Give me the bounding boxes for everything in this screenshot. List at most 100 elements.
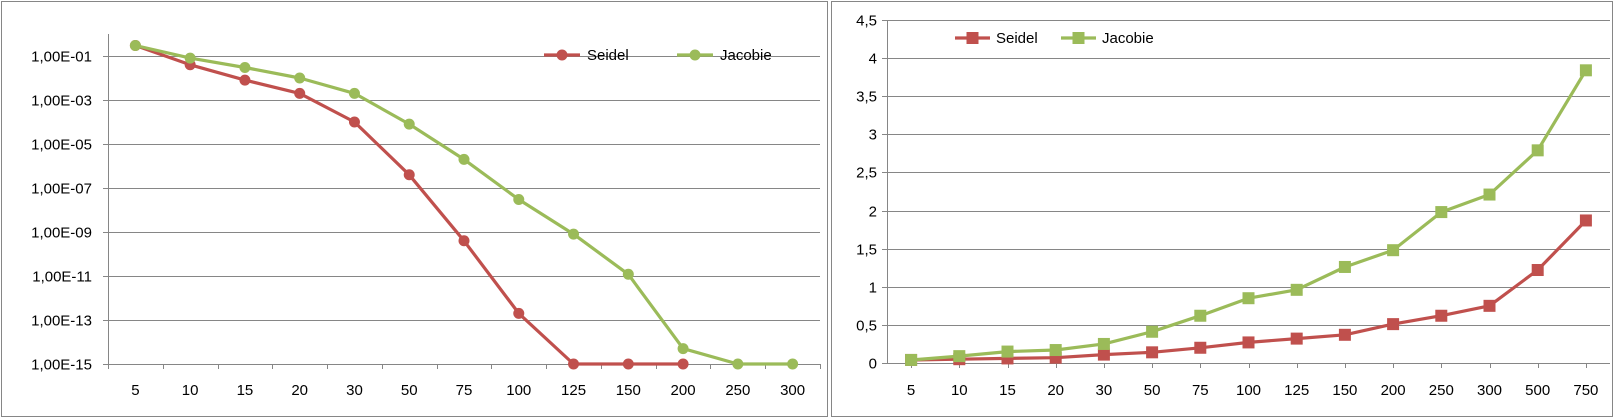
x-tick-label: 200 [671,382,696,399]
x-tick-label: 50 [1144,382,1161,399]
data-point [1531,144,1544,157]
data-point [568,358,580,370]
data-point [1483,299,1496,312]
data-point [1579,64,1592,77]
data-point [1290,332,1303,345]
legend: Seidel Jacobie [955,30,1154,47]
data-point [1531,264,1544,277]
data-point [1049,344,1062,357]
data-point [1097,348,1110,361]
legend: Seidel Jacobie [544,47,772,64]
y-tick-label: 2,5 [856,165,877,182]
data-point [1483,188,1496,201]
chart-2: 0 0,5 1 1,5 2 2,5 3 3,5 4 4,5 5 10 15 20 30 50 75 100 125 1… [831,1,1613,417]
data-point [677,343,689,355]
data-point [294,72,306,84]
y-tick-label: 1,00E-09 [31,225,92,242]
y-tick-label: 1,00E-03 [31,93,92,110]
chart-area [831,1,1613,417]
data-point [1001,345,1014,358]
x-tick-label: 200 [1381,382,1406,399]
x-axis-labels: 5 10 15 20 30 50 75 100 125 150 200 250 300 500 750 [907,363,1598,399]
y-tick-label: 3 [869,127,877,144]
gridlines [103,56,820,365]
y-tick-label: 1,00E-05 [31,137,92,154]
data-point [348,116,360,128]
x-tick-label: 15 [999,382,1016,399]
y-tick-label: 4,5 [856,13,877,30]
legend-marker [689,49,701,61]
chart-1: 1,00E-15 1,00E-13 1,00E-11 1,00E-09 1,00E-07… [1,1,828,417]
data-point [348,87,360,99]
legend-label: Jacobie [1102,30,1154,47]
x-tick-label: 20 [1047,382,1064,399]
data-point [129,40,141,52]
series-jacobie [129,40,799,370]
x-tick-label: 150 [1332,382,1357,399]
data-point [1338,260,1351,273]
x-tick-label: 75 [456,382,473,399]
x-tick-label: 750 [1573,382,1598,399]
y-tick-label: 1,00E-15 [31,357,92,374]
data-point [294,87,306,99]
x-tick-label: 150 [616,382,641,399]
x-tick-label: 20 [291,382,308,399]
y-tick-label: 1 [869,280,877,297]
x-tick-label: 50 [401,382,418,399]
y-tick-label: 0,5 [856,318,877,335]
legend-label: Jacobie [720,47,772,64]
legend-marker [556,49,568,61]
data-point [1387,244,1400,257]
data-point [1194,309,1207,322]
data-point [677,358,689,370]
data-point [568,228,580,240]
data-point [905,353,918,366]
y-tick-label: 4 [869,51,877,68]
x-tick-label: 15 [237,382,254,399]
y-axis-labels: 1,00E-15 1,00E-13 1,00E-11 1,00E-09 1,00E-07… [31,49,92,374]
data-point [513,194,525,206]
x-tick-label: 300 [780,382,805,399]
data-point [1194,341,1207,354]
y-tick-label: 1,5 [856,242,877,259]
data-point [1435,309,1448,322]
data-point [622,358,634,370]
legend-label: Seidel [996,30,1038,47]
x-tick-label: 10 [182,382,199,399]
data-point [1242,292,1255,305]
x-tick-label: 75 [1192,382,1209,399]
legend-label: Seidel [587,47,629,64]
y-tick-label: 1,00E-01 [31,49,92,66]
x-axis-labels: 5 10 15 20 30 50 75 100 125 150 200 250 300 [108,364,821,399]
x-tick-label: 250 [1429,382,1454,399]
data-point [458,235,470,247]
data-point [403,118,415,130]
data-point [1242,336,1255,349]
x-tick-label: 125 [561,382,586,399]
x-tick-label: 10 [951,382,968,399]
data-point [1097,337,1110,350]
y-tick-label: 1,00E-11 [32,269,92,286]
data-point [622,268,634,280]
y-tick-label: 3,5 [856,89,877,106]
y-tick-label: 0 [869,356,877,373]
y-axis-labels: 0 0,5 1 1,5 2 2,5 3 3,5 4 4,5 [856,13,877,373]
data-point [953,350,966,363]
data-point [513,307,525,319]
data-point [1579,214,1592,227]
x-tick-label: 100 [506,382,531,399]
data-point [1146,325,1159,338]
x-tick-label: 5 [131,382,139,399]
data-point [787,358,799,370]
x-tick-label: 125 [1284,382,1309,399]
y-tick-label: 1,00E-13 [31,313,92,330]
data-point [732,358,744,370]
data-point [184,52,196,64]
y-tick-label: 2 [869,204,877,221]
x-tick-label: 250 [725,382,750,399]
x-tick-label: 500 [1525,382,1550,399]
data-point [1435,206,1448,219]
y-tick-label: 1,00E-07 [31,181,92,198]
